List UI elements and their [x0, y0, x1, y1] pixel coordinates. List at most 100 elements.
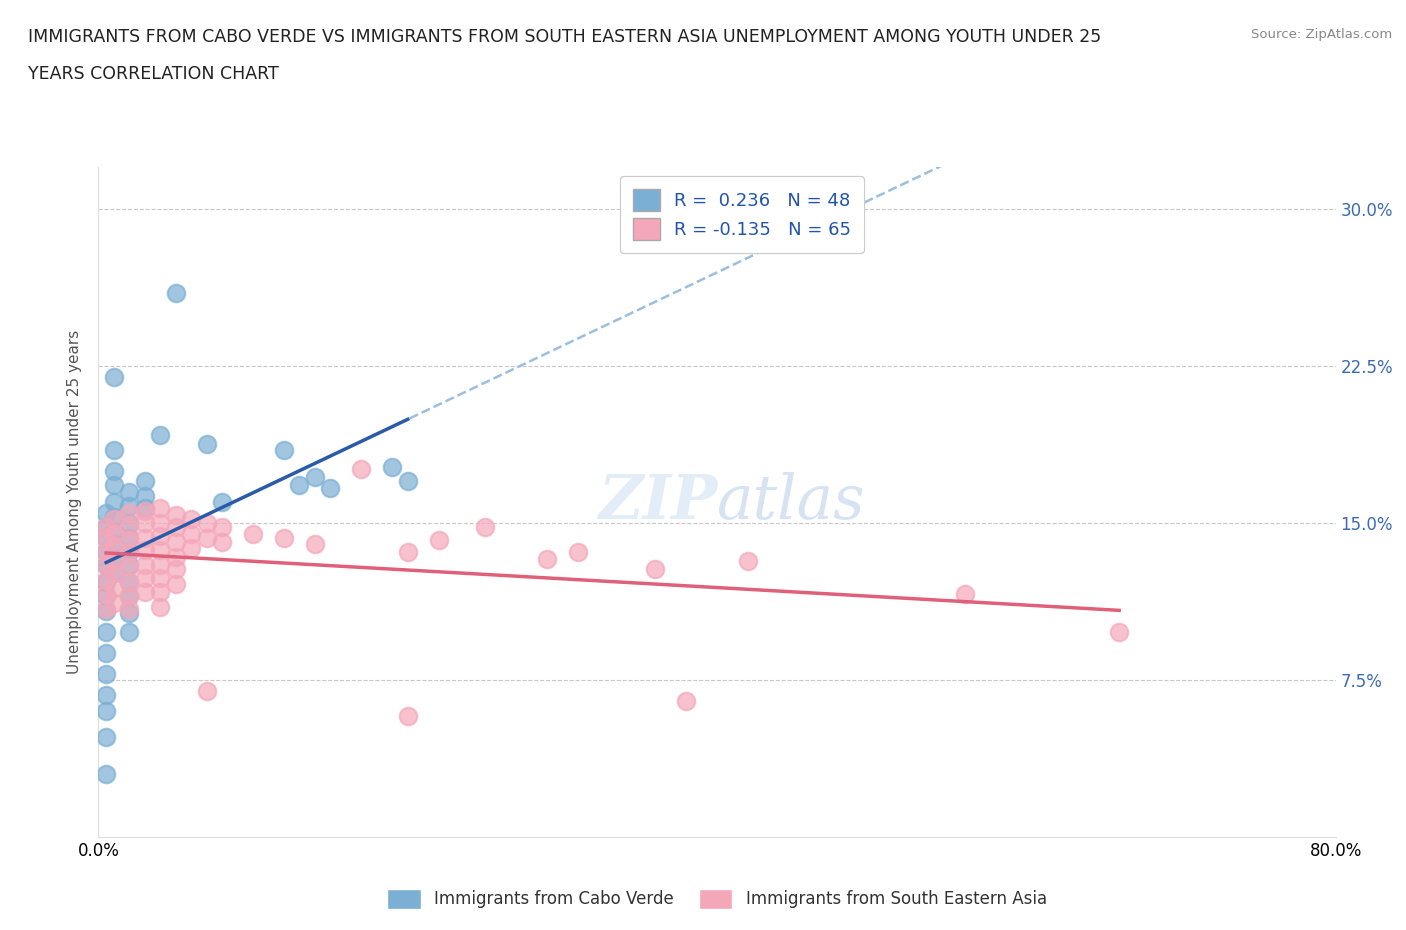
- Point: [96, 645, 118, 660]
- Point: [96, 520, 118, 535]
- Point: [134, 474, 156, 489]
- Point: [149, 428, 172, 443]
- Point: [304, 470, 326, 485]
- Point: [96, 602, 118, 617]
- Point: [211, 520, 233, 535]
- Point: [118, 625, 141, 640]
- Point: [474, 520, 496, 535]
- Point: [644, 562, 666, 577]
- Point: [118, 533, 141, 548]
- Point: [103, 580, 125, 595]
- Y-axis label: Unemployment Among Youth under 25 years: Unemployment Among Youth under 25 years: [67, 330, 83, 674]
- Point: [96, 520, 118, 535]
- Point: [134, 501, 156, 516]
- Point: [381, 459, 404, 474]
- Point: [103, 537, 125, 551]
- Point: [103, 510, 125, 525]
- Point: [118, 505, 141, 520]
- Point: [396, 545, 419, 560]
- Point: [242, 526, 264, 541]
- Point: [350, 461, 373, 476]
- Point: [118, 575, 141, 590]
- Point: [134, 516, 156, 531]
- Point: [103, 443, 125, 458]
- Point: [103, 512, 125, 526]
- Point: [737, 553, 759, 568]
- Point: [96, 704, 118, 719]
- Point: [118, 558, 141, 573]
- Point: [134, 488, 156, 503]
- Point: [165, 562, 187, 577]
- Point: [103, 565, 125, 580]
- Point: [96, 558, 118, 573]
- Point: [149, 501, 172, 516]
- Point: [319, 480, 342, 495]
- Point: [149, 516, 172, 531]
- Point: [165, 286, 187, 300]
- Point: [96, 587, 118, 602]
- Point: [103, 565, 125, 580]
- Point: [103, 553, 125, 568]
- Text: atlas: atlas: [717, 472, 866, 532]
- Point: [96, 604, 118, 618]
- Point: [180, 512, 202, 526]
- Point: [675, 694, 697, 709]
- Point: [134, 585, 156, 600]
- Point: [180, 526, 202, 541]
- Point: [165, 520, 187, 535]
- Point: [195, 516, 218, 531]
- Point: [96, 625, 118, 640]
- Point: [118, 485, 141, 499]
- Point: [96, 545, 118, 560]
- Point: [165, 508, 187, 523]
- Legend: Immigrants from Cabo Verde, Immigrants from South Eastern Asia: Immigrants from Cabo Verde, Immigrants f…: [381, 882, 1053, 916]
- Point: [288, 478, 311, 493]
- Point: [103, 463, 125, 478]
- Point: [96, 667, 118, 682]
- Point: [195, 436, 218, 451]
- Point: [103, 538, 125, 553]
- Point: [96, 530, 118, 545]
- Point: [118, 589, 141, 604]
- Point: [96, 729, 118, 744]
- Point: [96, 575, 118, 590]
- Point: [211, 535, 233, 550]
- Text: ZIP: ZIP: [598, 472, 717, 532]
- Point: [211, 495, 233, 510]
- Point: [427, 533, 450, 548]
- Point: [118, 545, 141, 560]
- Point: [149, 558, 172, 573]
- Point: [134, 558, 156, 573]
- Point: [536, 551, 558, 566]
- Text: Source: ZipAtlas.com: Source: ZipAtlas.com: [1251, 28, 1392, 41]
- Point: [118, 520, 141, 535]
- Point: [96, 558, 118, 573]
- Point: [134, 530, 156, 545]
- Point: [118, 602, 141, 617]
- Point: [567, 545, 589, 560]
- Point: [96, 687, 118, 702]
- Point: [165, 577, 187, 591]
- Point: [96, 589, 118, 604]
- Point: [96, 545, 118, 560]
- Point: [118, 545, 141, 560]
- Point: [96, 530, 118, 545]
- Point: [118, 560, 141, 575]
- Point: [118, 605, 141, 620]
- Point: [96, 766, 118, 781]
- Point: [149, 570, 172, 585]
- Point: [103, 369, 125, 384]
- Point: [396, 474, 419, 489]
- Point: [118, 530, 141, 545]
- Point: [149, 528, 172, 543]
- Point: [118, 499, 141, 514]
- Point: [103, 526, 125, 541]
- Point: [103, 495, 125, 510]
- Text: YEARS CORRELATION CHART: YEARS CORRELATION CHART: [28, 65, 278, 83]
- Point: [149, 543, 172, 558]
- Point: [149, 600, 172, 615]
- Point: [103, 478, 125, 493]
- Point: [96, 572, 118, 587]
- Point: [304, 537, 326, 551]
- Point: [165, 549, 187, 564]
